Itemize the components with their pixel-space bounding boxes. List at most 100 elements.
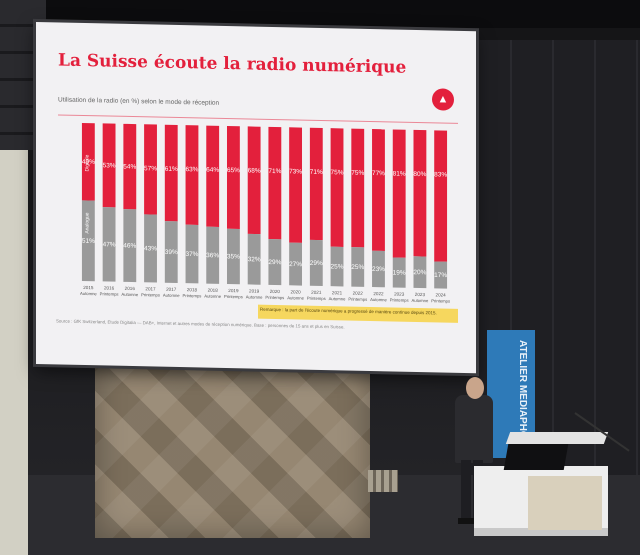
tick-label-year: 2019 [228,288,239,293]
tick-label-year: 2023 [394,292,405,297]
stage-equipment [368,470,398,492]
speaker-body [455,395,493,463]
tick-label-year: 2018 [187,287,198,292]
left-wall [0,150,28,555]
bar-digital [289,127,303,243]
data-label-digital: 53% [103,162,116,169]
tick-label-season: Automne [204,294,221,299]
bar-analog [206,226,220,284]
bar-analog [247,233,261,285]
data-label-digital: 81% [393,170,406,177]
tick-label-year: 2021 [332,290,343,295]
bar-digital [247,126,261,235]
bar-digital [144,124,157,215]
data-label-analog: 20% [413,269,426,276]
tick-label-year: 2020 [270,289,281,294]
tick-label-season: Printemps [141,292,160,297]
tick-label-year: 2017 [166,287,177,292]
tick-label-year: 2022 [373,291,384,296]
tick-label-season: Printemps [390,297,409,302]
tick-label-season: Automne [246,294,263,299]
data-label-analog: 47% [103,241,116,248]
data-label-analog: 43% [144,245,157,252]
bar-analog [268,239,282,286]
bar-digital [330,128,344,247]
tick-label-season: Printemps [183,293,202,298]
data-label-analog: 25% [331,263,344,270]
legend-digital: Digitale [84,154,90,171]
data-label-digital: 57% [144,165,157,172]
wooden-chevron-wall [95,358,370,538]
tick-label-season: Automne [329,296,346,301]
data-label-digital: 68% [248,167,261,174]
tick-label-year: 2020 [290,289,301,294]
bar-digital [351,128,365,248]
slide-footnote: Source : GfK Switzerland, Etude Digitali… [56,318,345,330]
data-label-analog: 51% [82,238,95,245]
bar-analog [144,214,157,283]
tick-label-year: 2019 [249,288,260,293]
tick-label-year: 2024 [436,292,447,297]
data-label-analog: 29% [268,259,281,266]
tick-label-season: Automne [370,297,387,302]
data-label-analog: 19% [393,269,406,276]
bar-digital [268,126,282,240]
bar-analog [434,261,448,289]
data-label-digital: 75% [331,169,344,176]
tick-label-season: Printemps [348,297,367,302]
tick-label-season: Printemps [265,295,284,300]
data-label-digital: 64% [206,167,219,174]
legend-analog: Analogue [84,212,90,233]
lectern-panel [528,476,602,530]
bar-digital [372,129,385,251]
data-label-analog: 17% [434,272,447,279]
tick-label-season: Printemps [431,298,450,303]
bar-digital [309,127,323,241]
data-label-analog: 25% [351,264,364,271]
data-label-digital: 75% [351,170,364,177]
bar-analog [102,207,116,282]
tick-label-year: 2017 [145,286,156,291]
bar-analog [226,228,240,285]
data-label-digital: 77% [372,170,385,177]
data-label-digital: 61% [165,166,178,173]
bar-analog [123,209,137,283]
tick-label-year: 2021 [311,290,322,295]
bar-digital [206,125,220,227]
data-label-analog: 32% [248,256,261,263]
bar-digital [123,123,137,210]
data-label-digital: 63% [185,166,198,173]
data-label-digital: 71% [268,168,281,175]
lectern-monitor [503,444,569,470]
bar-chart-icon: ▲ [432,88,454,111]
tick-label-season: Printemps [224,294,243,299]
data-label-analog: 39% [165,249,178,256]
bar-analog [330,246,344,287]
bar-digital [81,122,95,201]
bar-analog [289,242,303,286]
tick-label-season: Printemps [100,291,119,296]
data-label-digital: 83% [434,171,447,178]
data-label-analog: 23% [372,266,385,273]
tick-label-season: Automne [121,292,138,297]
data-label-digital: 73% [289,168,302,175]
tick-label-year: 2016 [125,286,136,291]
data-label-analog: 46% [123,242,136,249]
slide-subtitle: Utilisation de la radio (en %) selon le … [58,96,220,107]
bar-digital [185,125,199,225]
banner-text: ATELIER MEDIAPHONIQUE ROMAND [516,340,528,518]
tick-label-season: Automne [80,291,97,296]
tick-label-year: 2015 [83,285,94,290]
data-label-analog: 29% [310,260,323,267]
projection-screen: La Suisse écoute la radio numérique ▲ Ut… [36,22,476,374]
tick-label-year: 2023 [415,292,426,297]
lectern-top [505,432,609,444]
data-label-digital: 71% [310,169,323,176]
bar-digital [164,124,178,222]
bar-analog [164,221,178,283]
data-label-digital: 80% [413,171,426,178]
bar-analog [351,247,365,287]
bar-digital [102,123,116,208]
bar-analog [81,200,95,282]
